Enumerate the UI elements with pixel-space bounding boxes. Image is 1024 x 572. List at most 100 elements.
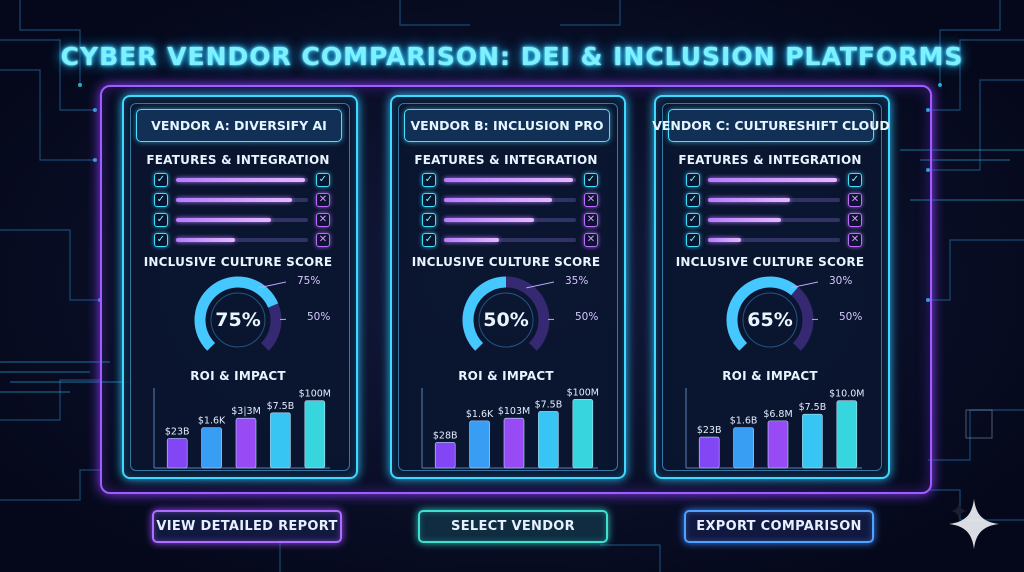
feature-bar — [708, 178, 840, 182]
check-icon[interactable]: ✓ — [422, 233, 436, 247]
cross-icon[interactable]: ✕ — [848, 233, 862, 247]
roi-bar-label: $23B — [697, 425, 722, 436]
feature-row: ✓ ✕ — [422, 233, 608, 249]
vendor-card-b: VENDOR B: INCLUSION PRO FEATURES & INTEG… — [390, 95, 626, 479]
roi-bar — [802, 413, 823, 469]
score-gauge — [462, 276, 554, 351]
gauge-fill — [462, 276, 507, 351]
score-mark-right: 50% — [307, 311, 331, 323]
score-title: INCLUSIVE CULTURE SCORE — [675, 255, 865, 269]
roi-bar-label: $10.0M — [829, 389, 864, 400]
feature-bar-fill — [444, 198, 553, 202]
check-icon[interactable]: ✓ — [154, 213, 168, 227]
vendor-card-a: VENDOR A: DIVERSIFY AI FEATURES & INTEGR… — [122, 95, 358, 479]
check-icon[interactable]: ✓ — [154, 193, 168, 207]
roi-bar-label: $28B — [433, 430, 458, 441]
gauge-inner-ring — [210, 292, 266, 348]
roi-bar-label: $1.6K — [466, 409, 494, 420]
roi-bar — [434, 442, 456, 469]
feature-bar-fill — [176, 238, 236, 242]
score-title: INCLUSIVE CULTURE SCORE — [411, 255, 601, 269]
feature-row: ✓ ✓ — [422, 173, 608, 189]
vendor-card-c: VENDOR C: CULTURESHIFT CLOUD FEATURES & … — [652, 95, 890, 479]
check-icon[interactable]: ✓ — [848, 173, 862, 187]
score-mark-right: 50% — [575, 311, 599, 323]
feature-row: ✓ ✕ — [686, 233, 872, 249]
check-icon[interactable]: ✓ — [154, 173, 168, 187]
check-icon[interactable]: ✓ — [686, 193, 700, 207]
score-mark-right: 50% — [839, 311, 863, 323]
gauge-inner-ring — [742, 292, 798, 348]
select-vendor-button[interactable]: SELECT VENDOR — [418, 510, 608, 543]
gauge-pointer-line — [790, 281, 818, 289]
feature-bar — [708, 218, 840, 222]
roi-bar — [270, 412, 291, 469]
export-comparison-button[interactable]: EXPORT COMPARISON — [684, 510, 874, 543]
cross-icon[interactable]: ✕ — [848, 213, 862, 227]
feature-bar — [444, 198, 576, 202]
view-detailed-report-button[interactable]: VIEW DETAILED REPORT — [152, 510, 342, 543]
features-title: FEATURES & INTEGRATION — [146, 153, 330, 167]
roi-bar — [235, 417, 257, 469]
check-icon[interactable]: ✓ — [686, 233, 700, 247]
check-icon[interactable]: ✓ — [422, 173, 436, 187]
feature-row: ✓ ✕ — [686, 213, 872, 229]
gauge-fill — [194, 276, 279, 351]
roi-bar — [698, 436, 720, 469]
check-icon[interactable]: ✓ — [422, 193, 436, 207]
card-inner-border — [130, 103, 350, 471]
roi-bar-label: $100M — [299, 389, 331, 400]
feature-bar — [176, 198, 308, 202]
cross-icon[interactable]: ✕ — [584, 193, 598, 207]
roi-bar — [469, 420, 490, 469]
score-mark-top: 75% — [297, 275, 321, 287]
check-icon[interactable]: ✓ — [686, 213, 700, 227]
roi-bar-label: $23B — [165, 426, 190, 437]
check-icon[interactable]: ✓ — [422, 213, 436, 227]
check-icon[interactable]: ✓ — [584, 173, 598, 187]
vendor-name: VENDOR C: CULTURESHIFT CLOUD — [652, 109, 890, 142]
roi-bar-label: $1.6K — [198, 416, 226, 427]
feature-bar-fill — [444, 178, 574, 182]
feature-bar — [176, 238, 308, 242]
feature-row: ✓ ✓ — [154, 173, 340, 189]
score-mark-top: 30% — [829, 275, 853, 287]
gauge-inner-ring — [478, 292, 534, 348]
features-title: FEATURES & INTEGRATION — [414, 153, 598, 167]
gauge-pointer-line — [258, 281, 286, 289]
feature-bar — [176, 178, 308, 182]
sparkle-icon — [949, 499, 999, 549]
card-inner-border — [662, 103, 882, 471]
cross-icon[interactable]: ✕ — [584, 213, 598, 227]
cross-icon[interactable]: ✕ — [584, 233, 598, 247]
roi-bar — [733, 427, 754, 469]
feature-bar-fill — [444, 238, 500, 242]
cross-icon[interactable]: ✕ — [316, 213, 330, 227]
feature-bar-fill — [708, 178, 838, 182]
roi-bar-label: $7.5B — [799, 402, 827, 413]
check-icon[interactable]: ✓ — [154, 233, 168, 247]
score-title: INCLUSIVE CULTURE SCORE — [143, 255, 333, 269]
roi-title: ROI & IMPACT — [190, 369, 286, 383]
cross-icon[interactable]: ✕ — [848, 193, 862, 207]
vendor-name: VENDOR B: INCLUSION PRO — [404, 109, 610, 142]
score-gauge — [194, 276, 286, 351]
roi-bar-label: $103M — [498, 406, 530, 417]
feature-row: ✓ ✕ — [422, 213, 608, 229]
feature-row: ✓ ✓ — [686, 173, 872, 189]
roi-bar — [166, 438, 188, 469]
feature-bar-fill — [176, 218, 272, 222]
check-icon[interactable]: ✓ — [686, 173, 700, 187]
cross-icon[interactable]: ✕ — [316, 193, 330, 207]
roi-bar-chart: $23B $1.6B $6.8M $7.5B$10.0M — [685, 388, 864, 469]
cross-icon[interactable]: ✕ — [316, 233, 330, 247]
feature-row: ✓ ✕ — [154, 213, 340, 229]
feature-bar — [444, 218, 576, 222]
check-icon[interactable]: ✓ — [316, 173, 330, 187]
comparison-frame — [100, 85, 932, 494]
card-inner-border — [398, 103, 618, 471]
feature-bar-fill — [708, 198, 790, 202]
feature-bar-fill — [708, 238, 741, 242]
roi-bar — [503, 417, 525, 469]
feature-bar — [176, 218, 308, 222]
